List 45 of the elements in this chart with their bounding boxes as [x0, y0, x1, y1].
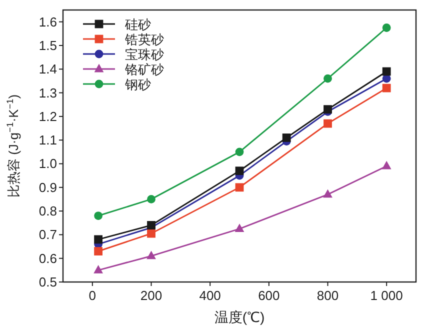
x-tick-label: 0: [88, 288, 96, 303]
y-tick-label: 0.5: [38, 274, 57, 290]
legend-label: 硅砂: [124, 17, 151, 32]
legend-label: 宝珠砂: [125, 47, 164, 62]
x-tick-label: 200: [140, 288, 162, 303]
point: [235, 148, 244, 156]
point: [147, 195, 156, 204]
point: [235, 183, 244, 192]
point: [147, 229, 156, 238]
point: [323, 189, 332, 198]
point: [324, 74, 332, 83]
y-tick-label: 0.7: [38, 227, 57, 242]
point: [94, 212, 102, 220]
point: [94, 235, 102, 244]
y-tick-label: 1.4: [38, 62, 57, 77]
point: [282, 134, 291, 142]
point: [94, 247, 102, 256]
x-tick-label: 800: [316, 288, 339, 303]
point: [382, 84, 391, 92]
point: [382, 24, 391, 32]
point: [235, 166, 244, 176]
point: [147, 221, 156, 230]
point: [234, 224, 244, 232]
y-tick-label: 1.0: [38, 156, 57, 172]
point: [324, 119, 332, 128]
x-axis-title: 温度(℃): [214, 309, 265, 325]
point: [324, 105, 332, 114]
point: [382, 67, 391, 76]
y-tick-label: 1.1: [38, 132, 57, 148]
y-tick-label: 1.2: [38, 108, 57, 124]
legend-label: 锆英砂: [124, 32, 164, 47]
point: [382, 160, 392, 170]
y-tick-label: 0.6: [38, 250, 57, 266]
point: [94, 264, 103, 274]
x-tick-label: 400: [199, 288, 221, 303]
y-tick-label: 1.5: [38, 38, 57, 53]
point: [146, 250, 156, 260]
legend-label: 铬矿砂: [124, 62, 164, 77]
y-tick-label: 1.6: [38, 14, 57, 30]
legend-label: 钢砂: [124, 77, 151, 92]
y-tick-label: 0.9: [38, 180, 57, 195]
x-tick-label: 1 000: [370, 288, 403, 303]
x-tick-label: 600: [258, 288, 280, 303]
y-tick-label: 1.3: [38, 85, 57, 100]
y-tick-label: 0.8: [38, 204, 57, 219]
